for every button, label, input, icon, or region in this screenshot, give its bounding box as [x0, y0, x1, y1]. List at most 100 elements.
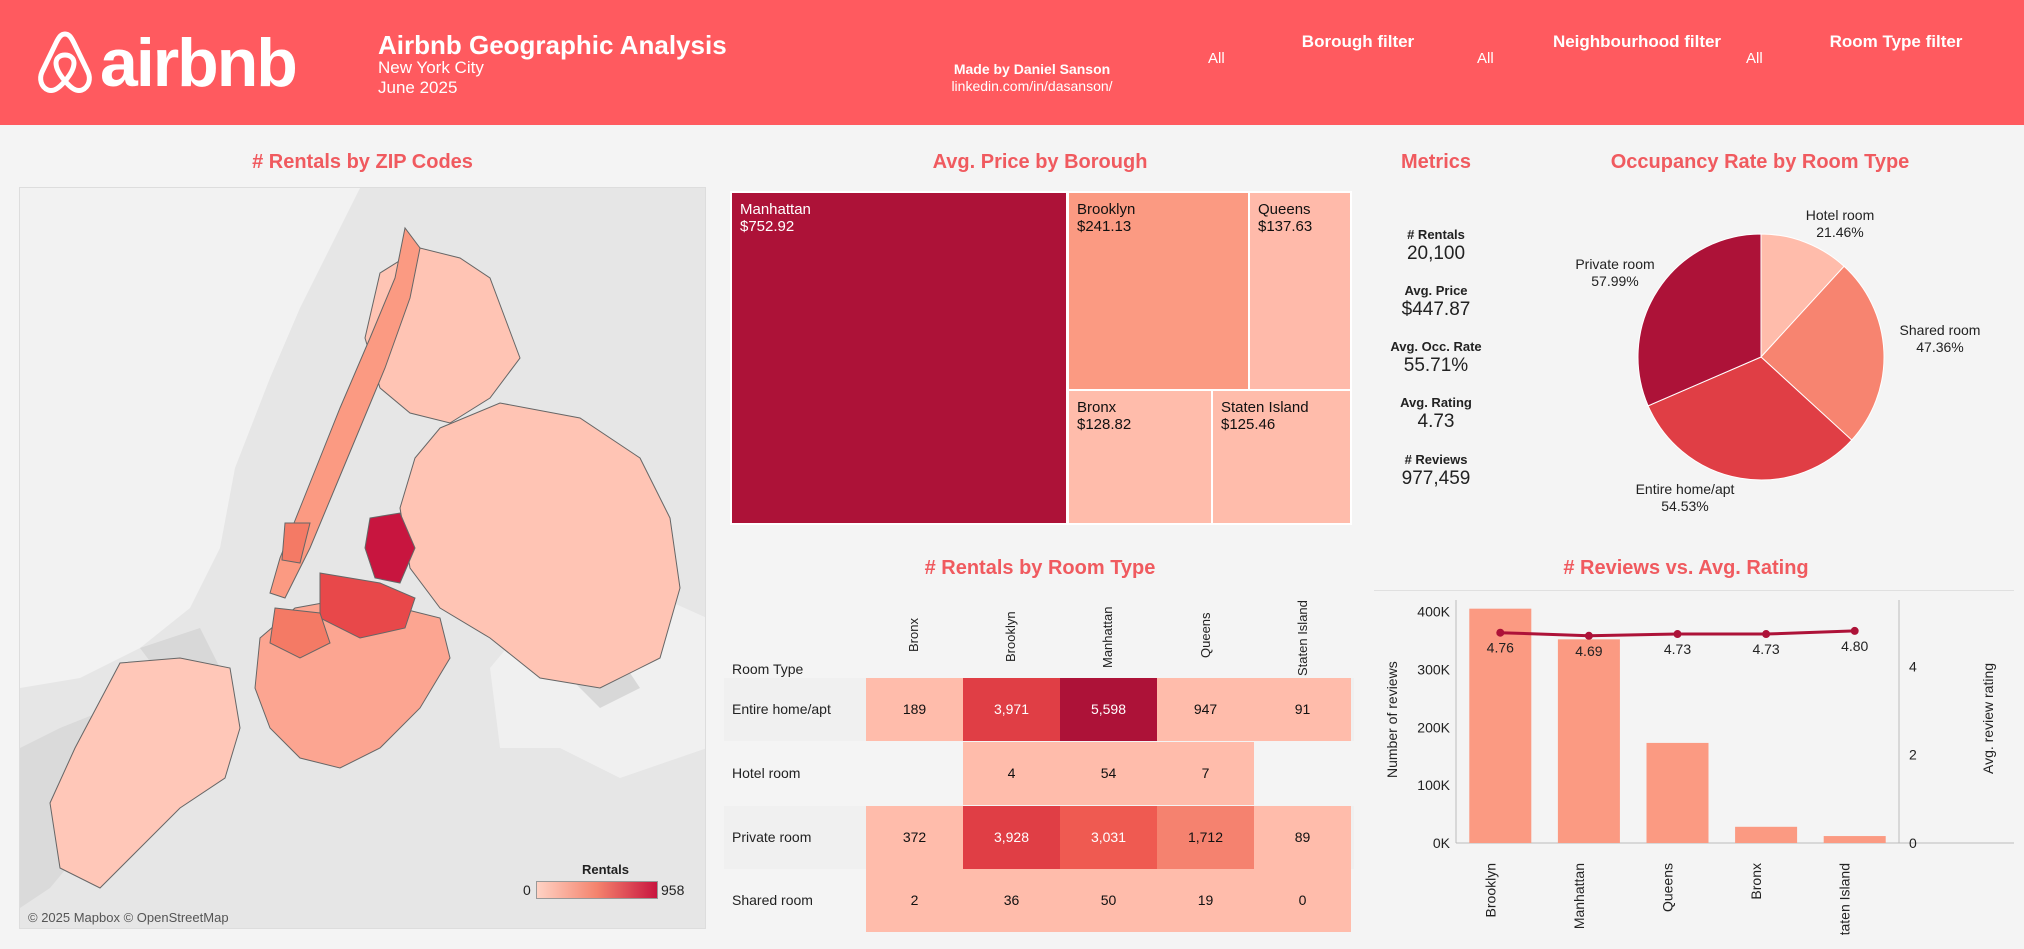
header-bar: airbnb Airbnb Geographic Analysis New Yo…	[0, 0, 2024, 125]
room-type-filter-title: Room Type filter	[1829, 32, 1963, 51]
map-legend-max: 958	[661, 882, 685, 898]
metrics-title: Metrics	[1400, 151, 1472, 173]
column-header: Bronx	[906, 618, 921, 652]
pie-slice-private-room[interactable]	[1637, 233, 1762, 407]
review-bar[interactable]	[1469, 608, 1532, 843]
airbnb-belo-icon	[38, 31, 92, 93]
dashboard-subtitle: New York City June 2025	[378, 58, 484, 98]
y-tick-label: 200K	[1417, 719, 1450, 735]
metric-value: 55.71%	[1403, 355, 1469, 376]
y-tick-label: 400K	[1417, 604, 1450, 620]
rating-point[interactable]	[1584, 631, 1593, 640]
zip-code-map[interactable]: © 2025 Mapbox © OpenStreetMap	[19, 187, 706, 929]
column-header: Staten Island	[1295, 600, 1310, 676]
table-cell[interactable]	[1254, 742, 1351, 805]
table-cell[interactable]: 3,971	[963, 678, 1060, 741]
x-tick-label: Bronx	[1748, 863, 1764, 900]
column-header: Queens	[1198, 612, 1213, 658]
treemap-title: Avg. Price by Borough	[932, 151, 1148, 173]
table-cell[interactable]: 189	[866, 678, 963, 741]
rating-point[interactable]	[1673, 630, 1682, 639]
x-tick-label: Brooklyn	[1482, 863, 1498, 917]
table-cell[interactable]: 7	[1157, 742, 1254, 805]
table-row-label: Hotel room	[732, 765, 801, 781]
table-cell[interactable]	[866, 742, 963, 805]
table-cell[interactable]: 50	[1060, 869, 1157, 932]
review-bar[interactable]	[1735, 826, 1798, 843]
treemap-tile-bronx[interactable]: Bronx $128.82	[1067, 389, 1213, 525]
table-cell[interactable]: 91	[1254, 678, 1351, 741]
pie-slice-name: Entire home/apt	[1635, 481, 1735, 497]
table-cell[interactable]: 36	[963, 869, 1060, 932]
column-header: Manhattan	[1100, 606, 1115, 668]
table-cell[interactable]: 5,598	[1060, 678, 1157, 741]
treemap-tile-brooklyn[interactable]: Brooklyn $241.13	[1067, 191, 1250, 391]
rating-data-label: 4.69	[1575, 643, 1602, 659]
city-label: New York City	[378, 58, 484, 77]
metric-value: 977,459	[1401, 468, 1471, 489]
table-row-label: Shared room	[732, 892, 813, 908]
treemap-tile-name: Brooklyn	[1077, 201, 1136, 218]
treemap-tile-queens[interactable]: Queens $137.63	[1248, 191, 1352, 391]
treemap-tile-name: Manhattan	[740, 201, 811, 218]
pie-label-entire-home: Entire home/apt 54.53%	[1620, 481, 1750, 515]
rating-data-label: 4.76	[1487, 640, 1514, 656]
reviews-rating-chart: 0K 100K 200K 300K 400K 0 2 4 Brooklyn Manhattan Qu…	[1374, 590, 2014, 935]
rating-point[interactable]	[1850, 626, 1859, 635]
pie-label-private-room: Private room 57.99%	[1555, 256, 1675, 290]
treemap-tile-staten-island[interactable]: Staten Island $125.46	[1211, 389, 1352, 525]
table-cell[interactable]: 0	[1254, 869, 1351, 932]
map-legend-min: 0	[523, 882, 531, 898]
neighbourhood-filter-title: Neighbourhood filter	[1552, 32, 1722, 51]
treemap-tile-value: $128.82	[1077, 416, 1132, 433]
treemap-tile-name: Queens	[1258, 201, 1311, 218]
column-header: Brooklyn	[1003, 611, 1018, 662]
metric-label: Avg. Rating	[1400, 395, 1472, 410]
map-canvas	[20, 188, 705, 928]
y2-axis-label: Avg. review rating	[1980, 662, 1996, 774]
y-tick-label: 300K	[1417, 661, 1450, 677]
pie-slice-shared-room[interactable]	[1760, 265, 1885, 441]
table-cell[interactable]: 19	[1157, 869, 1254, 932]
treemap-tile-manhattan[interactable]: Manhattan $752.92	[730, 191, 1068, 525]
neighbourhood-filter-value[interactable]: All	[1477, 50, 1494, 67]
linkedin-link[interactable]: linkedin.com/in/dasanson/	[951, 78, 1113, 94]
y-tick-label: 100K	[1417, 777, 1450, 793]
y2-tick-label: 2	[1909, 747, 1917, 763]
row-header-title: Room Type	[732, 661, 804, 677]
borough-filter-value[interactable]: All	[1208, 50, 1225, 67]
table-cell[interactable]: 3,031	[1060, 806, 1157, 869]
room-table-title: # Rentals by Room Type	[924, 557, 1156, 579]
table-cell[interactable]: 54	[1060, 742, 1157, 805]
x-tick-label: Queens	[1660, 863, 1676, 912]
logo-wordmark: airbnb	[100, 25, 298, 101]
treemap-tile-name: Bronx	[1077, 399, 1117, 416]
review-bar[interactable]	[1823, 836, 1886, 843]
map-legend-title: Rentals	[582, 862, 629, 877]
table-cell[interactable]: 1,712	[1157, 806, 1254, 869]
rating-data-label: 4.73	[1664, 641, 1691, 657]
table-cell[interactable]: 89	[1254, 806, 1351, 869]
pie-slice-hotel-room[interactable]	[1760, 233, 1845, 359]
table-cell[interactable]: 372	[866, 806, 963, 869]
date-label: June 2025	[378, 78, 458, 97]
borough-filter-title: Borough filter	[1301, 32, 1415, 51]
rating-point[interactable]	[1496, 628, 1505, 637]
treemap-tile-value: $137.63	[1258, 218, 1313, 235]
room-type-filter-value[interactable]: All	[1746, 50, 1763, 67]
y2-tick-label: 0	[1909, 835, 1917, 851]
pie-slice-entire-home-apt[interactable]	[1647, 356, 1853, 481]
table-cell[interactable]: 947	[1157, 678, 1254, 741]
pie-slice-value: 21.46%	[1816, 224, 1864, 240]
review-bar[interactable]	[1557, 639, 1620, 843]
metric-label: Avg. Price	[1404, 283, 1468, 298]
rating-point[interactable]	[1762, 630, 1771, 639]
table-row-label: Private room	[732, 829, 812, 845]
occupancy-pie-chart	[1637, 233, 1885, 481]
reviews-chart-title: # Reviews vs. Avg. Rating	[1563, 557, 1809, 579]
table-cell[interactable]: 2	[866, 869, 963, 932]
review-bar[interactable]	[1646, 742, 1709, 843]
table-cell[interactable]: 4	[963, 742, 1060, 805]
treemap-tile-value: $752.92	[740, 218, 795, 235]
table-cell[interactable]: 3,928	[963, 806, 1060, 869]
